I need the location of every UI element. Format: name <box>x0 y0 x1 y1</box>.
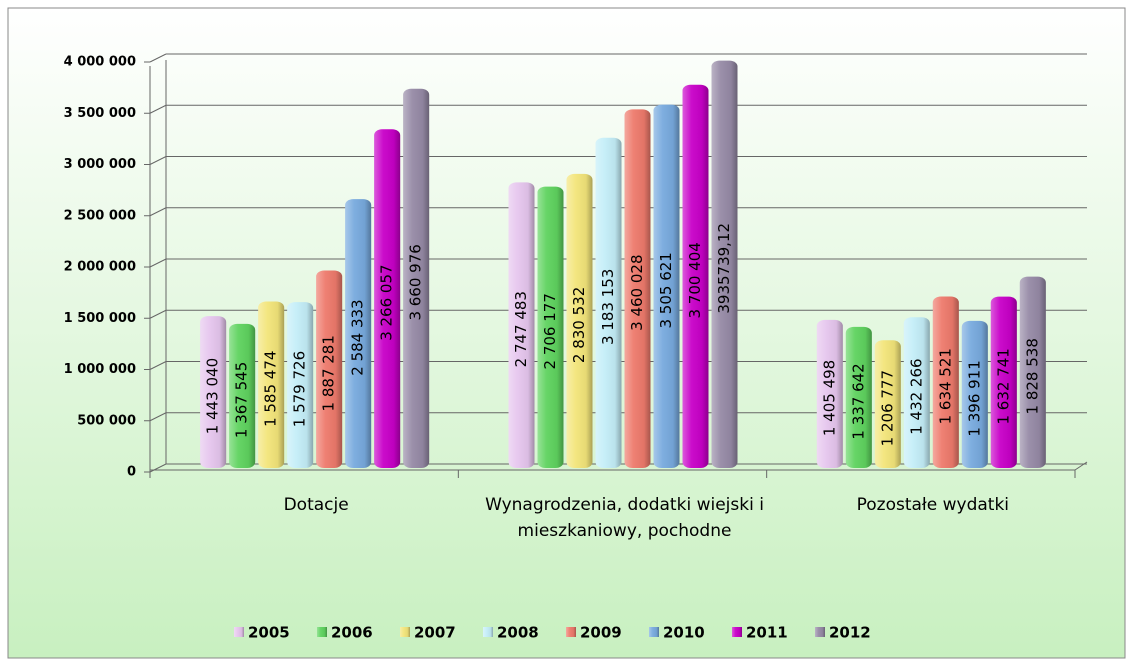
legend-swatch-shading <box>732 627 742 637</box>
bar-shading <box>595 137 622 469</box>
data-label: 2 706 177 <box>541 293 559 369</box>
x-tick-label-box: Wynagrodzenia, dodatki wiejski i mieszka… <box>485 495 764 541</box>
bar-shading <box>624 109 651 468</box>
legend-swatch-shading <box>400 627 410 637</box>
y-tick-label: 3 000 000 <box>64 157 136 172</box>
bar-shading <box>874 340 901 468</box>
data-label: 3 700 404 <box>686 242 704 318</box>
grid-line-depth <box>149 361 167 370</box>
legend-swatch-shading <box>483 627 493 637</box>
bar-shading <box>345 199 372 468</box>
legend-label: 2009 <box>580 624 622 642</box>
data-label: 1 585 474 <box>262 351 280 427</box>
legend-label: 2010 <box>663 624 705 642</box>
bar-shading <box>316 270 343 468</box>
y-tick-label: 1 000 000 <box>64 362 136 377</box>
grid-line-depth <box>149 258 167 268</box>
legend-label: 2011 <box>746 624 788 642</box>
data-label: 1 405 498 <box>820 360 838 436</box>
bar-shading <box>566 173 593 468</box>
bar-shading <box>374 129 401 468</box>
x-tick-label: Dotacje <box>283 495 349 515</box>
data-label: 1 632 741 <box>994 348 1012 424</box>
y-tick-label: 2 500 000 <box>64 208 136 223</box>
bar-shading <box>200 316 227 468</box>
legend-label: 2006 <box>331 624 373 642</box>
legend-label: 2008 <box>497 624 539 642</box>
data-label: 3 505 621 <box>657 252 675 328</box>
data-label: 1 206 777 <box>878 370 896 446</box>
data-label: 2 830 532 <box>570 287 588 363</box>
data-label: 1 634 521 <box>936 348 954 424</box>
bar-shading <box>816 319 843 468</box>
data-label: 3 183 153 <box>599 269 617 345</box>
y-tick-label: 500 000 <box>77 413 136 428</box>
bar-shading <box>1019 276 1046 468</box>
legend-swatch-shading <box>566 627 576 637</box>
data-label: 2 747 483 <box>512 291 530 367</box>
x-tick-label-box: Pozostałe wydatki <box>856 495 1010 515</box>
data-label: 3 266 057 <box>378 264 396 340</box>
legend-label: 2007 <box>414 624 456 642</box>
x-tick-label: Pozostałe wydatki <box>856 495 1010 515</box>
legend-swatch-shading <box>649 627 659 637</box>
bar-shading <box>961 320 988 468</box>
y-tick-label: 0 <box>127 465 136 480</box>
bar-shading <box>932 296 959 468</box>
legend-swatch-shading <box>317 627 327 637</box>
data-label: 1 443 040 <box>204 358 222 434</box>
data-label: 3 460 028 <box>628 255 646 331</box>
bar-shading <box>682 84 709 468</box>
legend-swatch-shading <box>234 627 244 637</box>
bar-shading <box>287 302 314 468</box>
bar-shading <box>229 323 256 468</box>
bar-shading <box>653 104 680 468</box>
grid-line-depth <box>149 104 167 114</box>
data-label: 1 887 281 <box>320 335 338 411</box>
y-tick-label: 2 000 000 <box>64 260 136 275</box>
bar-shading <box>537 186 564 468</box>
legend-label: 2005 <box>248 624 290 642</box>
data-label: 1 337 642 <box>849 363 867 439</box>
y-tick-label: 4 000 000 <box>64 55 136 70</box>
bar-shading <box>403 88 430 468</box>
x-tick-label-box: Dotacje <box>283 495 349 515</box>
y-tick-label: 1 500 000 <box>64 311 136 326</box>
data-label: 1 432 266 <box>907 358 925 434</box>
x-tick-label: Wynagrodzenia, dodatki wiejski i mieszka… <box>485 495 764 541</box>
legend-label: 2012 <box>829 624 871 642</box>
grid-line-depth <box>149 412 167 422</box>
data-label: 1 579 726 <box>291 351 309 427</box>
grid-line-depth <box>149 53 167 63</box>
data-label: 1 828 538 <box>1023 338 1041 414</box>
data-label: 1 396 911 <box>965 360 983 436</box>
bar-shading <box>508 182 535 468</box>
grid-line-depth <box>149 309 167 319</box>
data-label: 3 660 976 <box>407 244 425 320</box>
data-label: 3935739,12 <box>715 223 733 314</box>
bar-shading <box>845 326 872 468</box>
grid-line-depth <box>149 207 167 217</box>
bar-shading <box>258 301 285 468</box>
bar-shading <box>711 60 738 469</box>
data-label: 1 367 545 <box>233 362 251 438</box>
bar-shading <box>990 296 1017 468</box>
legend-swatch-shading <box>815 627 825 637</box>
y-tick-label: 3 500 000 <box>64 106 136 121</box>
floor-edge <box>1074 461 1088 471</box>
grid-line-depth <box>149 156 167 165</box>
grid-line-depth <box>149 463 167 473</box>
data-label: 2 584 333 <box>349 299 367 375</box>
bar-shading <box>903 317 930 468</box>
